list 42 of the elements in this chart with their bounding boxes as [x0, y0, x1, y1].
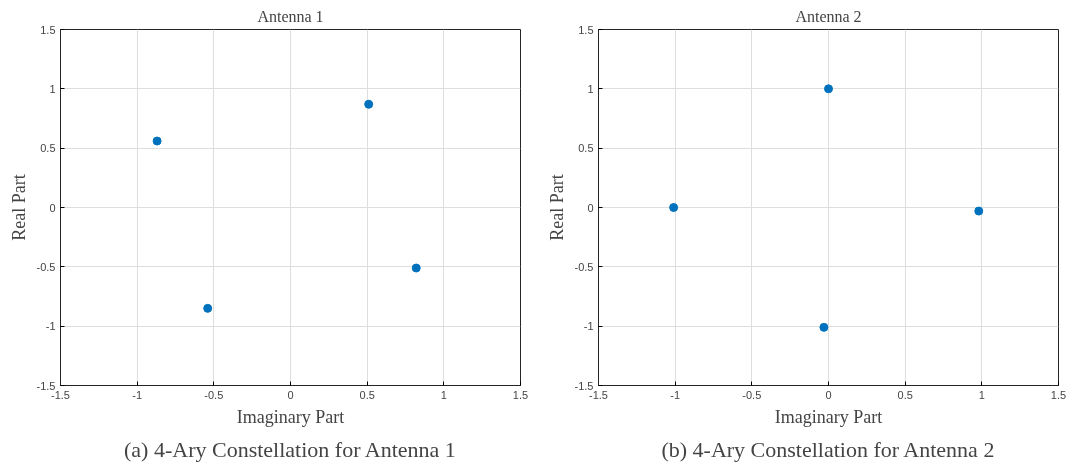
x-tick-label: -0.5 — [204, 388, 224, 401]
y-tick-label: -1.5 — [574, 379, 594, 392]
x-axis-title: Imaginary Part — [236, 406, 345, 427]
y-axis-title: Real Part — [8, 174, 29, 241]
y-tick-label: -0.5 — [574, 260, 594, 273]
point — [669, 203, 679, 212]
text: (b) 4-Ary Constellation for Antenna 2 — [661, 436, 995, 462]
y-tick-label: -1 — [583, 320, 594, 333]
y-tick-label: 1.5 — [578, 23, 594, 36]
point — [824, 84, 833, 94]
text: (a) 4-Ary Constellation for Antenna 1 — [124, 436, 456, 462]
y-axis-title: Real Part — [546, 174, 567, 241]
point — [203, 303, 213, 313]
point — [819, 322, 829, 332]
y-tick-label: 0.5 — [40, 142, 56, 155]
chart-title: Antenna 2 — [795, 7, 862, 25]
y-tick-label: 0 — [587, 201, 594, 214]
x-tick-label: 0.5 — [359, 388, 375, 401]
y-tick-label: 0 — [49, 201, 56, 214]
x-tick-label: 0 — [287, 388, 294, 401]
point — [364, 99, 374, 109]
x-tick-label: -1 — [132, 388, 143, 401]
x-axis-title: Imaginary Part — [774, 406, 883, 427]
y-tick-label: 1.5 — [40, 23, 56, 36]
y-tick-label: -1 — [45, 320, 56, 333]
y-tick-label: 1 — [587, 82, 594, 95]
point — [152, 136, 162, 146]
point — [974, 206, 984, 216]
x-tick-label: 0 — [825, 388, 832, 401]
y-tick-label: -1.5 — [36, 379, 56, 392]
x-tick-label: 0.5 — [897, 388, 913, 401]
point — [411, 263, 421, 273]
x-tick-label: 1.5 — [1050, 388, 1067, 401]
y-tick-label: -0.5 — [36, 260, 56, 273]
x-tick-label: 1.5 — [512, 388, 529, 401]
x-tick-label: 1 — [440, 388, 447, 401]
x-tick-label: -0.5 — [742, 388, 762, 401]
chart-title: Antenna 1 — [257, 7, 324, 25]
y-tick-label: 0.5 — [578, 142, 594, 155]
x-tick-label: 1 — [978, 388, 985, 401]
x-tick-label: -1 — [670, 388, 681, 401]
y-tick-label: 1 — [49, 82, 56, 95]
